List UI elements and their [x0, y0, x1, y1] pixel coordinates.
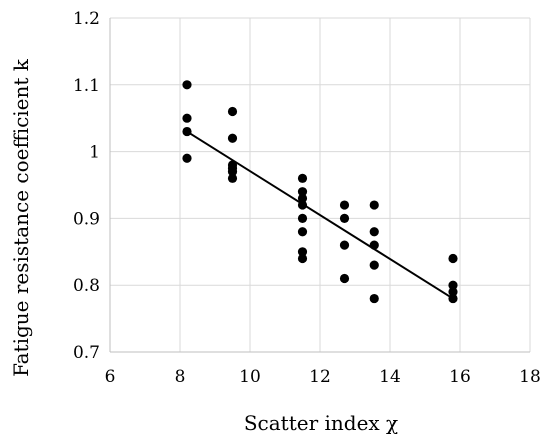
data-point — [297, 193, 308, 203]
x-tick-labels: 6 8 10 12 14 16 18 — [105, 367, 541, 387]
y-tick-label: 1.1 — [73, 76, 100, 96]
x-tick-label: 6 — [105, 367, 116, 387]
grid — [110, 17, 531, 352]
data-point — [297, 253, 308, 264]
x-tick-label: 12 — [309, 367, 331, 387]
x-axis-title: Scatter index χ — [244, 411, 398, 435]
data-point — [369, 260, 379, 270]
data-point — [339, 240, 350, 250]
x-tick-label: 10 — [239, 367, 261, 387]
data-point — [448, 253, 458, 264]
y-tick-labels: 0.7 0.8 0.9 1 1.1 1.2 — [73, 9, 100, 363]
y-tick-label: 0.9 — [73, 209, 100, 229]
data-point — [369, 200, 379, 210]
data-point — [297, 187, 308, 197]
y-axis-title: Fatigue resistance coefficient k — [9, 58, 33, 377]
data-point — [297, 200, 308, 210]
data-point — [182, 80, 192, 90]
y-tick-label: 1.2 — [73, 9, 100, 29]
data-point — [297, 247, 308, 257]
data-point — [227, 133, 238, 143]
data-point — [369, 293, 379, 304]
x-tick-label: 14 — [379, 367, 401, 387]
x-tick-label: 16 — [449, 367, 471, 387]
y-tick-label: 1 — [89, 143, 100, 163]
data-point — [339, 273, 350, 284]
x-tick-label: 8 — [175, 367, 186, 387]
data-point — [339, 200, 350, 210]
data-point — [297, 173, 308, 183]
x-tick-label: 18 — [519, 367, 541, 387]
data-point — [182, 153, 192, 163]
data-point — [182, 126, 192, 137]
data-point — [227, 167, 238, 177]
data-point — [339, 213, 350, 223]
data-points — [182, 80, 458, 304]
data-point — [369, 240, 379, 250]
data-point — [448, 287, 458, 297]
y-tick-label: 0.8 — [73, 276, 100, 296]
y-tick-label: 0.7 — [73, 343, 100, 363]
data-point — [227, 173, 238, 183]
data-point — [297, 227, 308, 237]
data-point — [227, 106, 238, 117]
data-point — [448, 293, 458, 304]
data-point — [297, 213, 308, 223]
data-point — [182, 113, 192, 123]
data-point — [369, 227, 379, 237]
axes — [109, 18, 530, 353]
trendline-group — [186, 130, 454, 300]
trendline — [186, 130, 454, 300]
data-point — [448, 280, 458, 290]
